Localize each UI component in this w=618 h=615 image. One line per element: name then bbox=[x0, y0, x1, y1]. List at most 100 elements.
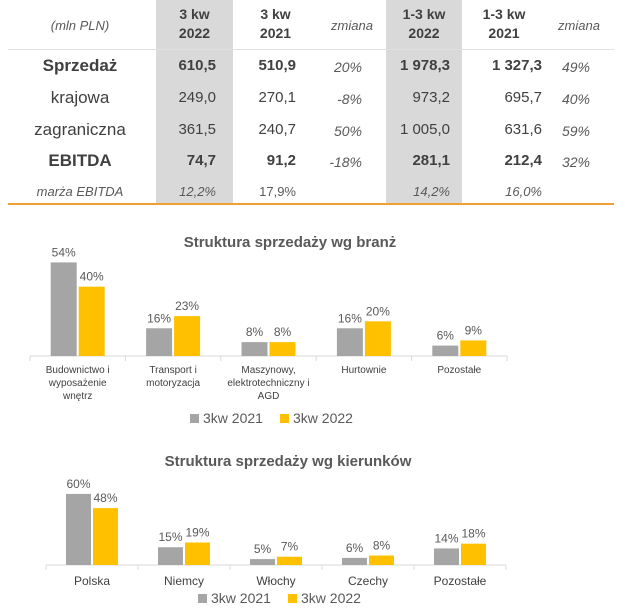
chart-sales-by-industry: Struktura sprzedaży wg branż 54% 40% Budown… bbox=[29, 234, 508, 426]
chart-title: Struktura sprzedaży wg kierunków bbox=[165, 453, 412, 470]
cell-value: 14,2% bbox=[413, 184, 450, 199]
bar-2021 bbox=[241, 342, 268, 356]
cell-value: 281,1 bbox=[412, 152, 450, 169]
legend-swatch-2022 bbox=[280, 414, 289, 423]
cell-change: -8% bbox=[337, 91, 362, 107]
cell-change: 20% bbox=[333, 59, 362, 75]
col-header-1-3kw-2021: 1-3 kw 2021 bbox=[466, 5, 542, 43]
data-label: 18% bbox=[461, 527, 485, 541]
category-label: motoryzacja bbox=[146, 378, 200, 389]
bar-2022 bbox=[369, 555, 394, 565]
data-label: 8% bbox=[246, 325, 264, 339]
cell-value: 249,0 bbox=[178, 89, 216, 106]
col-header-line1: 3 kw bbox=[260, 6, 291, 22]
data-label: 48% bbox=[93, 491, 117, 505]
row-label-sales: Sprzedaż bbox=[42, 56, 118, 75]
category-label: Hurtownie bbox=[341, 365, 386, 376]
data-label: 23% bbox=[175, 299, 199, 313]
col-header-change-q: zmiana bbox=[331, 18, 373, 33]
data-label: 9% bbox=[465, 323, 483, 337]
col-header-line1: 1-3 kw bbox=[402, 6, 446, 22]
data-label: 20% bbox=[366, 304, 390, 318]
cell-change: 40% bbox=[561, 91, 590, 107]
cell-value: 1 005,0 bbox=[399, 121, 450, 138]
cell-change: 50% bbox=[333, 123, 362, 139]
col-header-3kw-2022: 3 kw 2022 bbox=[156, 5, 233, 43]
col-header-line1: 3 kw bbox=[179, 6, 210, 22]
bar-2021 bbox=[336, 328, 363, 356]
col-header-line2: 2022 bbox=[178, 25, 211, 41]
col-header-3kw-2021: 3 kw 2021 bbox=[237, 5, 314, 43]
data-label: 16% bbox=[147, 311, 171, 325]
category-label: wnętrz bbox=[62, 391, 92, 402]
cell-value: 695,7 bbox=[504, 89, 542, 106]
col-header-line2: 2021 bbox=[488, 25, 520, 41]
legend-label: 3kw 2021 bbox=[203, 410, 263, 426]
legend-label: 3kw 2022 bbox=[301, 590, 361, 606]
cell-value: 12,2% bbox=[179, 184, 216, 199]
category-label: AGD bbox=[258, 391, 280, 402]
category-label: Włochy bbox=[256, 574, 295, 588]
col-header-change-ytd: zmiana bbox=[558, 18, 600, 33]
category-label: Budownictwo i bbox=[46, 365, 110, 376]
bar-2021 bbox=[66, 493, 91, 565]
cell-value: 631,6 bbox=[504, 121, 542, 138]
bar-2022 bbox=[460, 340, 487, 356]
unit-label: (mln PLN) bbox=[50, 18, 110, 33]
legend-label: 3kw 2022 bbox=[293, 410, 353, 426]
legend-label: 3kw 2021 bbox=[211, 590, 271, 606]
cell-change: 49% bbox=[561, 59, 590, 75]
financial-table: (mln PLN) 3 kw 2022 3 kw 2021 zmiana 1-3… bbox=[0, 0, 618, 205]
row-label-ebitda: EBITDA bbox=[48, 151, 112, 170]
cell-change: 32% bbox=[561, 154, 590, 170]
row-label-domestic: krajowa bbox=[50, 88, 110, 107]
bar-2021 bbox=[250, 559, 275, 565]
data-label: 14% bbox=[434, 531, 458, 545]
cell-value: 91,2 bbox=[266, 152, 296, 169]
cell-value: 1 978,3 bbox=[399, 57, 450, 74]
bar-2021 bbox=[342, 557, 367, 565]
cell-change: -18% bbox=[329, 154, 362, 170]
cell-change: 59% bbox=[561, 123, 590, 139]
cell-value: 361,5 bbox=[178, 121, 216, 138]
cell-value: 610,5 bbox=[178, 57, 216, 74]
cell-value: 16,0% bbox=[505, 184, 542, 199]
bar-2022 bbox=[364, 321, 391, 356]
header-divider bbox=[8, 49, 614, 50]
bar-2021 bbox=[432, 345, 459, 356]
col-header-line1: 1-3 kw bbox=[482, 6, 526, 22]
data-label: 60% bbox=[66, 477, 90, 491]
bar-2021 bbox=[50, 262, 77, 356]
category-label: Transport i bbox=[149, 365, 196, 376]
cell-value: 510,9 bbox=[258, 57, 296, 74]
bar-2021 bbox=[434, 548, 459, 565]
chart-title: Struktura sprzedaży wg branż bbox=[184, 234, 397, 251]
legend-swatch-2022 bbox=[288, 594, 297, 603]
chart-sales-by-direction: Struktura sprzedaży wg kierunków 60%48% Po… bbox=[45, 453, 507, 606]
cell-value: 973,2 bbox=[412, 89, 450, 106]
data-label: 54% bbox=[52, 245, 76, 259]
cell-value: 240,7 bbox=[258, 121, 296, 138]
row-label-foreign: zagraniczna bbox=[34, 120, 126, 139]
data-label: 6% bbox=[346, 541, 364, 555]
table-bottom-rule bbox=[8, 203, 614, 205]
bar-2022 bbox=[78, 286, 105, 356]
data-label: 19% bbox=[185, 525, 209, 539]
category-label: Pozostałe bbox=[434, 574, 487, 588]
bar-2022 bbox=[461, 543, 486, 565]
bar-2022 bbox=[277, 556, 302, 565]
category-label: Niemcy bbox=[164, 574, 204, 588]
data-label: 16% bbox=[338, 311, 362, 325]
category-label: wyposażenie bbox=[48, 378, 107, 389]
cell-value: 1 327,3 bbox=[491, 57, 542, 74]
bar-2021 bbox=[158, 547, 183, 565]
data-label: 15% bbox=[158, 530, 182, 544]
category-label: Pozostałe bbox=[437, 365, 481, 376]
row-label-ebitda-margin: marża EBITDA bbox=[36, 184, 124, 199]
col-header-line2: 2022 bbox=[408, 25, 440, 41]
bar-2022 bbox=[174, 316, 201, 356]
data-label: 5% bbox=[254, 542, 272, 556]
data-label: 7% bbox=[281, 540, 299, 554]
col-header-line2: 2021 bbox=[259, 25, 292, 41]
category-label: Maszynowy, bbox=[241, 365, 295, 376]
